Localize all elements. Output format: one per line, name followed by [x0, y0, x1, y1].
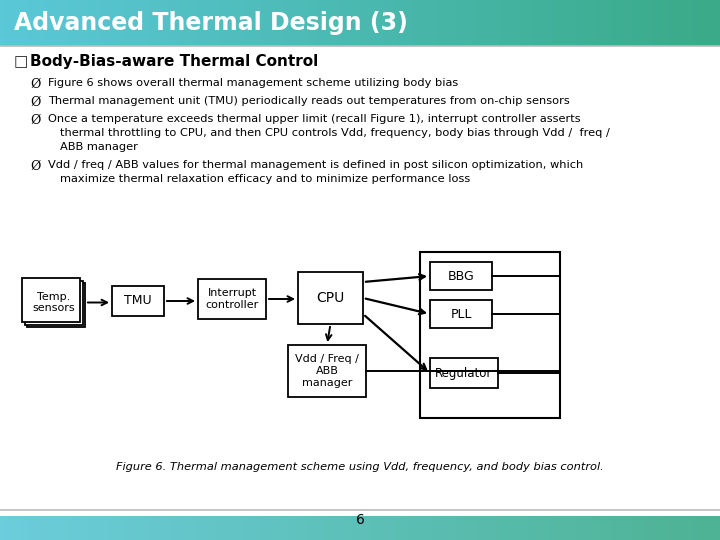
Text: Thermal management unit (TMU) periodically reads out temperatures from on-chip s: Thermal management unit (TMU) periodical… [48, 96, 570, 106]
Text: Ø: Ø [30, 78, 40, 91]
Text: Figure 6 shows overall thermal management scheme utilizing body bias: Figure 6 shows overall thermal managemen… [48, 78, 458, 88]
Bar [22, 278, 80, 322]
Text: TMU: TMU [124, 294, 152, 307]
Bar [112, 286, 164, 316]
Bar [430, 262, 492, 290]
Bar [25, 281, 83, 325]
Bar [288, 345, 366, 397]
Text: Temp.
sensors: Temp. sensors [32, 292, 75, 313]
Text: Ø: Ø [30, 96, 40, 109]
Bar [430, 358, 498, 388]
Text: Ø: Ø [30, 114, 40, 127]
Text: Body-Bias-aware Thermal Control: Body-Bias-aware Thermal Control [30, 54, 318, 69]
Text: Vdd / Freq /
ABB
manager: Vdd / Freq / ABB manager [295, 354, 359, 388]
Text: PLL: PLL [450, 307, 472, 321]
Text: 6: 6 [356, 513, 364, 527]
Bar [430, 300, 492, 328]
Text: maximize thermal relaxation efficacy and to minimize performance loss: maximize thermal relaxation efficacy and… [60, 174, 470, 184]
Text: Advanced Thermal Design (3): Advanced Thermal Design (3) [14, 11, 408, 35]
Text: Ø: Ø [30, 160, 40, 173]
Text: CPU: CPU [316, 291, 345, 305]
Text: Once a temperature exceeds thermal upper limit (recall Figure 1), interrupt cont: Once a temperature exceeds thermal upper… [48, 114, 580, 124]
Text: BBG: BBG [448, 269, 474, 282]
Bar [198, 279, 266, 319]
Text: thermal throttling to CPU, and then CPU controls Vdd, frequency, body bias throu: thermal throttling to CPU, and then CPU … [60, 128, 610, 138]
Bar [420, 252, 560, 418]
Text: Figure 6. Thermal management scheme using Vdd, frequency, and body bias control.: Figure 6. Thermal management scheme usin… [116, 462, 604, 472]
Text: ABB manager: ABB manager [60, 142, 138, 152]
Bar [27, 283, 85, 327]
Bar [298, 272, 363, 324]
Text: Vdd / freq / ABB values for thermal management is defined in post silicon optimi: Vdd / freq / ABB values for thermal mana… [48, 160, 583, 170]
Text: Interrupt
controller: Interrupt controller [205, 288, 258, 310]
Text: □: □ [14, 54, 28, 69]
Text: Regulator: Regulator [436, 367, 492, 380]
